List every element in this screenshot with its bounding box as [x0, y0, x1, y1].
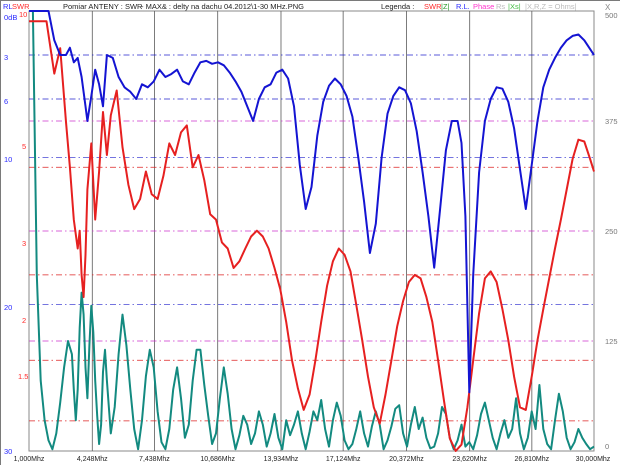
legend-item: Phase — [473, 2, 494, 11]
header-bar: RL SWR Pomiar ANTENY : SWR - MAX& : delt… — [3, 2, 611, 12]
axis-label-swr: SWR — [12, 2, 30, 11]
x-tick-label: 30,000Mhz — [576, 456, 611, 463]
file-name: - MAX& : delty na dachu 04.2012\1-30 MHz… — [141, 2, 304, 11]
left-axis-label: 5 — [22, 142, 26, 151]
left-axis-label: 2 — [22, 316, 26, 325]
right-axis-label: 125 — [605, 337, 618, 346]
x-tick-labels: 1,000Mhz 4,248Mhz 7,438Mhz 10,686Mhz 13,934M… — [14, 456, 611, 463]
legend-item: R.L. — [456, 2, 470, 11]
x-tick-label: 26,810Mhz — [515, 456, 550, 463]
right-axis-label: 500 — [605, 11, 618, 20]
left-axis-label: 10 — [19, 10, 27, 19]
x-tick-label: 4,248Mhz — [77, 456, 108, 463]
legend-title: Legenda : — [381, 2, 414, 11]
right-axis-label: 0 — [605, 442, 609, 451]
series-layer — [29, 10, 595, 452]
legend-item: SWR — [424, 2, 442, 11]
right-axis-label: 250 — [605, 227, 618, 236]
series-line-impedance — [29, 10, 595, 451]
left-axis-label: 1.5 — [18, 372, 28, 381]
legend-item: Rs — [496, 2, 505, 11]
left-axis-label: 0dB — [4, 13, 17, 22]
series-line-swr — [29, 20, 595, 452]
right-axis-label: 375 — [605, 117, 618, 126]
chart-title: Pomiar ANTENY : SWR — [63, 2, 143, 11]
legend-item: |Xs| — [508, 2, 521, 11]
x-tick-label: 13,934Mhz — [264, 456, 299, 463]
left-axis-label: 10 — [4, 155, 12, 164]
left-axis-label: 3 — [4, 53, 8, 62]
left-axis-label: 3 — [22, 239, 26, 248]
left-axis-label: 20 — [4, 303, 12, 312]
legend-item: |Z| — [441, 2, 450, 11]
axis-label-rl: RL — [3, 2, 13, 11]
legend-item: |X,R,Z = Ohms| — [525, 2, 577, 11]
x-tick-label: 7,438Mhz — [139, 456, 170, 463]
x-tick-label: 1,000Mhz — [14, 456, 45, 463]
x-tick-label: 10,686Mhz — [200, 456, 235, 463]
legend: SWR |Z| R.L. Phase Rs |Xs| |X,R,Z = Ohms| — [424, 2, 577, 11]
x-tick-label: 23,620Mhz — [452, 456, 487, 463]
series-line-return_loss — [29, 10, 595, 394]
right-axis-labels: 500 375 250 125 0 — [605, 11, 618, 451]
x-tick-label: 17,124Mhz — [326, 456, 361, 463]
left-axis-label: 30 — [4, 447, 12, 456]
close-icon[interactable]: X — [605, 3, 611, 12]
x-tick-label: 20,372Mhz — [389, 456, 424, 463]
left-axis-label: 6 — [4, 97, 8, 106]
